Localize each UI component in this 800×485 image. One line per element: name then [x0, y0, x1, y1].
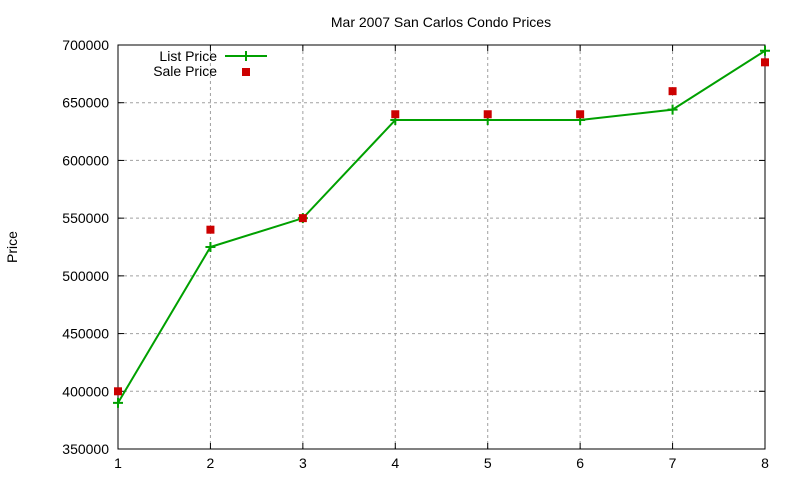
y-tick-label: 650000 — [62, 95, 109, 111]
y-tick-label: 550000 — [62, 210, 109, 226]
plot-border — [117, 44, 766, 450]
plus-marker-icon — [667, 104, 678, 115]
x-tick-label: 6 — [576, 455, 584, 471]
y-tick-label: 350000 — [62, 441, 109, 457]
y-tick-label: 500000 — [62, 268, 109, 284]
square-marker-icon — [206, 225, 215, 234]
x-tick-label: 4 — [391, 455, 399, 471]
square-marker-icon — [391, 110, 400, 119]
square-marker-icon — [483, 110, 492, 119]
chart-title: Mar 2007 San Carlos Condo Prices — [331, 14, 551, 30]
plus-marker-icon — [205, 242, 216, 252]
legend-label-list-price: List Price — [159, 48, 217, 64]
y-tick-label: 700000 — [62, 37, 109, 53]
square-marker-icon — [761, 58, 769, 67]
x-tick-label: 3 — [299, 455, 307, 471]
x-tick-label: 7 — [669, 455, 677, 471]
series-sale-price — [114, 58, 769, 396]
square-marker-icon — [576, 110, 585, 119]
x-tick-label: 5 — [484, 455, 492, 471]
y-tick-label: 600000 — [62, 152, 109, 168]
plus-marker-icon — [760, 45, 770, 56]
y-tick-label: 400000 — [62, 383, 109, 399]
square-marker-icon — [298, 214, 307, 223]
x-tick-label: 2 — [207, 455, 215, 471]
square-marker-icon — [242, 68, 250, 76]
y-axis-label: Price — [4, 231, 20, 263]
legend-label-sale-price: Sale Price — [153, 63, 217, 79]
square-marker-icon — [668, 87, 677, 96]
plus-marker-icon — [241, 51, 251, 61]
plus-marker-icon — [113, 397, 123, 408]
y-tick-label: 450000 — [62, 326, 109, 342]
y-axis-ticks: 350000 400000 450000 500000 550000 600000 6500… — [62, 37, 765, 457]
x-tick-label: 1 — [114, 455, 122, 471]
legend: List Price Sale Price — [153, 48, 267, 79]
square-marker-icon — [114, 387, 122, 396]
x-tick-label: 8 — [761, 455, 769, 471]
